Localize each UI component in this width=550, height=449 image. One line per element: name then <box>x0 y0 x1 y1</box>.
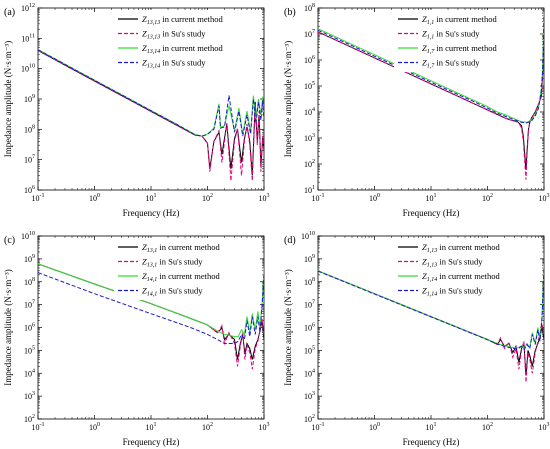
y-tick-label: 101 <box>304 185 315 195</box>
x-tick-label: 103 <box>259 193 270 203</box>
x-tick-label: 103 <box>539 193 550 203</box>
y-tick-label: 104 <box>24 368 35 378</box>
legend-entry: Z1,13 in current method <box>422 242 501 254</box>
x-tick-label: 103 <box>539 422 550 432</box>
y-tick-label: 107 <box>304 300 315 310</box>
y-tick-label: 108 <box>24 124 35 134</box>
x-tick-label: 101 <box>426 422 437 432</box>
y-tick-label: 107 <box>304 29 315 39</box>
x-tick-label: 102 <box>202 193 213 203</box>
series-line-4 <box>38 272 264 344</box>
series-line-2 <box>318 31 544 180</box>
series-line-4 <box>38 49 264 137</box>
y-tick-label: 108 <box>304 3 315 13</box>
y-tick-label: 1012 <box>21 3 35 13</box>
legend: Z13,13 in current method Z13,13 in Su's s… <box>114 10 260 72</box>
legend-entry: Z1,1 in current method <box>422 14 498 26</box>
legend: Z1,1 in current method Z1,1 in Su's study… <box>394 10 540 72</box>
legend-entry: Z13,1 in current method <box>142 242 221 254</box>
y-tick-label: 106 <box>24 185 35 195</box>
y-tick-label: 103 <box>304 133 315 143</box>
y-tick-label: 102 <box>24 414 35 424</box>
x-tick-label: 100 <box>369 193 380 203</box>
x-tick-label: 102 <box>202 422 213 432</box>
y-tick-label: 104 <box>304 107 315 117</box>
chart-panel-b: 101 102 103 104 105 106 107 108 10-1 100 101 102 103… <box>283 3 550 218</box>
y-tick-label: 107 <box>24 155 35 165</box>
y-axis-label: Impedance amplitude (N·s·m⁻³) <box>3 269 13 385</box>
x-tick-label: 101 <box>426 193 437 203</box>
x-tick-label: 100 <box>89 422 100 432</box>
legend-entry: Z13,1 in Su's study <box>142 257 203 269</box>
series-lines <box>38 263 264 370</box>
series-line-2 <box>38 49 264 181</box>
legend-entry: Z1,14 in Su's study <box>422 286 483 298</box>
legend-entry: Z1,14 in current method <box>422 271 501 283</box>
panel-label: (a) <box>4 7 15 18</box>
y-tick-label: 108 <box>24 277 35 287</box>
y-tick-label: 102 <box>304 414 315 424</box>
y-tick-label: 109 <box>24 254 35 264</box>
x-axis-label: Frequency (Hz) <box>403 437 460 447</box>
y-tick-label: 1010 <box>21 231 35 241</box>
x-axis-label: Frequency (Hz) <box>403 208 460 218</box>
x-tick-label: 10-1 <box>312 422 325 432</box>
legend-entry: Z13,13 in current method <box>142 14 224 26</box>
y-tick-label: 105 <box>304 81 315 91</box>
y-tick-label: 109 <box>24 94 35 104</box>
y-tick-label: 106 <box>304 323 315 333</box>
legend: Z1,13 in current method Z1,13 in Su's stu… <box>394 238 540 300</box>
panel-label: (b) <box>284 7 296 18</box>
x-tick-label: 102 <box>482 193 493 203</box>
y-axis-label: Impedance amplitude (N·s·m⁻³) <box>3 41 13 157</box>
y-tick-label: 108 <box>304 277 315 287</box>
legend-entry: Z14,1 in current method <box>142 271 221 283</box>
legend-entry: Z1,1 in Su's study <box>422 29 480 41</box>
legend-entry: Z14,1 in Su's study <box>142 286 203 298</box>
y-tick-label: 107 <box>24 300 35 310</box>
y-tick-label: 102 <box>304 159 315 169</box>
x-tick-label: 101 <box>146 193 157 203</box>
y-axis-label: Impedance amplitude (N·s·m⁻³) <box>283 41 293 157</box>
series-line-4 <box>318 267 544 351</box>
y-tick-label: 109 <box>304 254 315 264</box>
chart-panel-d: 102 103 104 105 106 107 108 109 1010 10-1 100 101 10… <box>283 231 550 447</box>
legend: Z13,1 in current method Z13,1 in Su's stu… <box>114 238 260 300</box>
chart-panel-c: 102 103 104 105 106 107 108 109 1010 10-1 100 101 10… <box>3 231 270 447</box>
y-tick-label: 1010 <box>21 64 35 74</box>
legend-entry: Z13,14 in current method <box>142 43 224 55</box>
legend-entry: Z1,7 in Su's study <box>422 58 480 70</box>
x-tick-label: 102 <box>482 422 493 432</box>
series-lines <box>38 49 264 181</box>
y-tick-label: 104 <box>304 368 315 378</box>
x-axis-label: Frequency (Hz) <box>123 208 180 218</box>
series-line-3 <box>38 263 264 338</box>
y-tick-label: 1010 <box>301 231 315 241</box>
x-tick-label: 100 <box>369 422 380 432</box>
y-tick-label: 103 <box>24 391 35 401</box>
y-tick-label: 105 <box>304 345 315 355</box>
chart-panel-a: 106 107 108 109 1010 1011 1012 10-1 100 101 102 103… <box>3 3 270 218</box>
x-tick-label: 10-1 <box>312 193 325 203</box>
y-tick-label: 106 <box>304 55 315 65</box>
x-tick-label: 103 <box>259 422 270 432</box>
x-tick-label: 10-1 <box>32 422 45 432</box>
y-axis-label: Impedance amplitude (N·s·m⁻³) <box>283 269 293 385</box>
y-tick-label: 103 <box>304 391 315 401</box>
legend-entry: Z1,13 in Su's study <box>422 257 483 269</box>
x-tick-label: 101 <box>146 422 157 432</box>
y-tick-label: 1011 <box>21 33 35 43</box>
y-tick-label: 105 <box>24 345 35 355</box>
legend-entry: Z13,14 in Su's study <box>142 58 206 70</box>
series-lines <box>318 263 544 383</box>
x-axis-label: Frequency (Hz) <box>123 437 180 447</box>
x-tick-label: 10-1 <box>32 193 45 203</box>
legend-entry: Z13,13 in Su's study <box>142 29 206 41</box>
panel-label: (d) <box>284 235 296 246</box>
legend-entry: Z1,7 in current method <box>422 43 498 55</box>
panel-label: (c) <box>4 235 15 246</box>
x-tick-label: 100 <box>89 193 100 203</box>
y-tick-label: 106 <box>24 323 35 333</box>
